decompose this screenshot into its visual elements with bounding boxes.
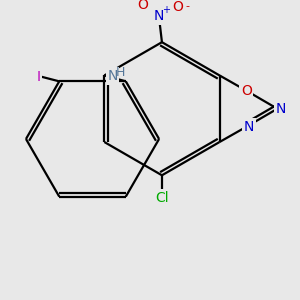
Text: N: N: [275, 102, 286, 116]
Text: +: +: [163, 5, 170, 15]
Text: N: N: [107, 69, 118, 83]
Text: H: H: [116, 67, 125, 80]
Text: I: I: [37, 70, 41, 84]
Text: N: N: [244, 120, 254, 134]
Text: N: N: [154, 10, 164, 23]
Text: O: O: [137, 0, 148, 12]
Text: O: O: [172, 0, 183, 14]
Text: O: O: [241, 84, 252, 98]
Text: Cl: Cl: [155, 191, 169, 205]
Text: -: -: [185, 1, 189, 11]
